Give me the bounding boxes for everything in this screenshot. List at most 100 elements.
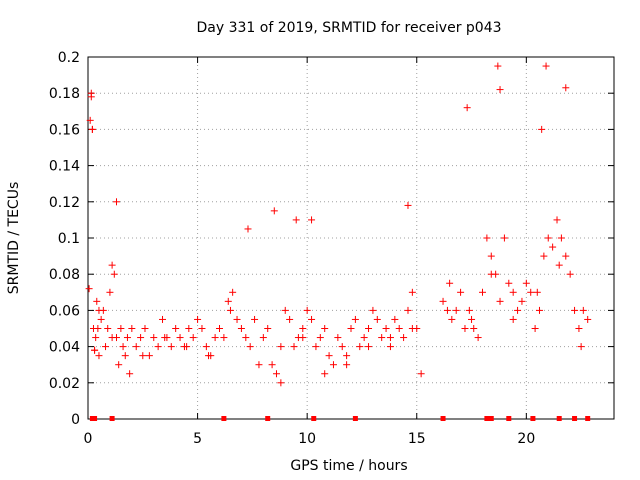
data-point bbox=[161, 334, 169, 342]
data-point bbox=[553, 216, 561, 224]
data-point bbox=[575, 325, 583, 332]
y-tick-label: 0.14 bbox=[49, 159, 80, 175]
data-point bbox=[321, 370, 329, 378]
data-point bbox=[259, 334, 267, 342]
data-point bbox=[500, 234, 508, 242]
data-point bbox=[531, 325, 539, 332]
y-tick-label: 0.2 bbox=[58, 50, 80, 66]
data-point bbox=[373, 315, 381, 323]
x-tick-label: 10 bbox=[298, 431, 316, 447]
data-point bbox=[584, 315, 592, 323]
data-point bbox=[347, 325, 355, 332]
data-point bbox=[540, 252, 548, 260]
data-point bbox=[154, 343, 162, 351]
data-point bbox=[334, 334, 342, 342]
zero-marker bbox=[352, 416, 358, 421]
data-point bbox=[509, 315, 517, 323]
data-point bbox=[518, 297, 526, 305]
data-point bbox=[189, 334, 197, 342]
y-tick-label: 0.04 bbox=[49, 340, 80, 356]
zero-marker bbox=[92, 416, 98, 421]
data-point bbox=[369, 306, 377, 314]
data-point bbox=[216, 325, 223, 332]
data-point bbox=[244, 225, 252, 233]
data-point bbox=[496, 86, 504, 94]
data-point bbox=[443, 306, 451, 314]
data-point bbox=[408, 325, 416, 332]
data-point bbox=[233, 315, 241, 323]
data-point bbox=[571, 306, 579, 314]
data-point bbox=[205, 352, 213, 360]
data-point bbox=[457, 288, 465, 296]
data-point bbox=[246, 343, 254, 351]
y-axis-label: SRMTID / TECUs bbox=[6, 182, 22, 295]
data-point bbox=[535, 306, 543, 314]
data-point bbox=[299, 325, 307, 332]
data-point bbox=[198, 325, 206, 332]
y-tick-label: 0 bbox=[71, 412, 80, 428]
data-point bbox=[522, 279, 530, 287]
zero-marker bbox=[585, 416, 591, 421]
data-point bbox=[479, 288, 486, 296]
data-point bbox=[277, 343, 285, 351]
data-point bbox=[308, 315, 316, 323]
data-point bbox=[365, 325, 373, 332]
data-point bbox=[321, 325, 329, 332]
data-point bbox=[110, 270, 118, 278]
data-point bbox=[299, 334, 307, 342]
y-tick-label: 0.12 bbox=[49, 195, 80, 211]
data-point bbox=[404, 201, 412, 209]
x-tick-label: 15 bbox=[408, 431, 426, 447]
data-point bbox=[351, 315, 359, 323]
data-point bbox=[338, 343, 346, 351]
data-point bbox=[286, 315, 294, 323]
data-point bbox=[474, 334, 482, 342]
data-point bbox=[303, 306, 311, 314]
zero-marker bbox=[506, 416, 512, 421]
y-tick-label: 0.1 bbox=[58, 231, 80, 247]
data-point bbox=[255, 361, 263, 369]
data-point bbox=[94, 325, 102, 332]
data-point bbox=[264, 325, 272, 332]
data-point bbox=[95, 306, 103, 314]
zero-marker bbox=[556, 416, 562, 421]
data-point bbox=[272, 370, 280, 378]
data-point bbox=[270, 207, 278, 215]
data-point bbox=[268, 361, 276, 369]
data-point bbox=[325, 352, 333, 360]
data-point bbox=[123, 334, 131, 342]
data-point bbox=[329, 361, 337, 369]
data-point bbox=[549, 243, 557, 251]
data-point bbox=[185, 325, 193, 332]
zero-marker bbox=[311, 416, 317, 421]
data-point bbox=[167, 343, 175, 351]
data-point bbox=[183, 343, 191, 351]
data-point bbox=[470, 325, 478, 332]
data-point bbox=[468, 315, 476, 323]
data-point bbox=[557, 234, 565, 242]
data-point bbox=[400, 334, 408, 342]
data-point bbox=[211, 334, 219, 342]
x-axis-label: GPS time / hours bbox=[290, 458, 407, 474]
data-point bbox=[102, 343, 110, 351]
data-point bbox=[579, 306, 587, 314]
data-point bbox=[343, 352, 351, 360]
y-tick-label: 0.02 bbox=[49, 376, 80, 392]
data-point bbox=[408, 288, 416, 296]
y-tick-label: 0.16 bbox=[49, 122, 80, 138]
zero-marker bbox=[484, 416, 490, 421]
data-point bbox=[452, 306, 460, 314]
data-point bbox=[86, 116, 94, 124]
data-point bbox=[251, 315, 259, 323]
data-point bbox=[494, 62, 502, 70]
data-point bbox=[365, 343, 373, 351]
data-point bbox=[117, 325, 125, 332]
data-point bbox=[159, 315, 167, 323]
data-point bbox=[461, 325, 469, 332]
data-point bbox=[292, 216, 300, 224]
data-point bbox=[382, 325, 390, 332]
data-point bbox=[417, 370, 425, 378]
data-point bbox=[465, 306, 473, 314]
data-point bbox=[463, 104, 471, 112]
data-point bbox=[229, 288, 237, 296]
